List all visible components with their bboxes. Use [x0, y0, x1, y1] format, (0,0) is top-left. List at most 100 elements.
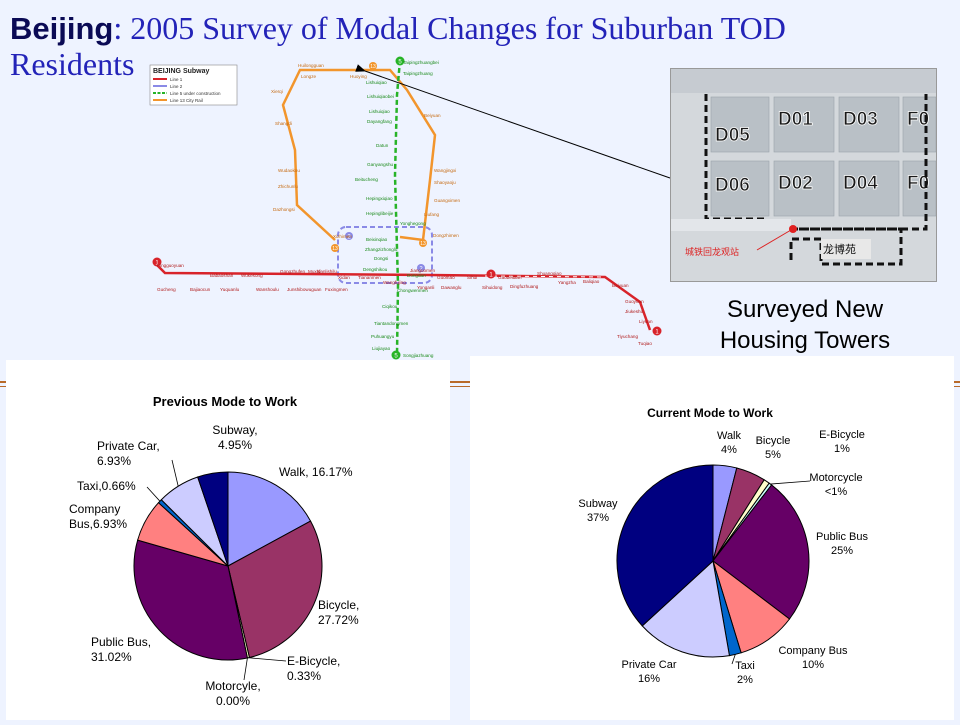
slice-label-walk: Walk, 16.17%: [279, 465, 353, 479]
leader-line: [171, 459, 179, 487]
station-label: Datun: [376, 143, 389, 148]
station-labels: Huilongguan Longze Huoying Xierqi Shangdi Wud…: [157, 60, 653, 358]
slide-title: Beijing: 2005 Survey of Modal Changes fo…: [10, 8, 950, 82]
station-label: Wanshoulu: [256, 287, 279, 292]
line5-path: [393, 59, 402, 356]
station-label: Jiukeshu: [625, 309, 644, 314]
station-label: Liyuan: [639, 319, 653, 324]
station-label: Sihui: [467, 275, 477, 280]
slice-label-motorcycle: Motorcycle <1%: [809, 472, 862, 498]
slice-label-bicycle: Bicycle 5%: [756, 435, 791, 461]
station-label: Ciqikou: [382, 304, 398, 309]
station-label: Guoyuan: [625, 299, 644, 304]
station-label: Nanlishilu: [317, 269, 337, 274]
station-label: Lishuiqiao: [366, 80, 387, 85]
line-badge: 1: [155, 261, 159, 267]
station-label: Beixinqiao: [366, 237, 388, 242]
previous-mode-chart-panel: Previous Mode to Work Walk, 16.17% Bicycl…: [6, 360, 450, 720]
station-label: Tuqiao: [638, 341, 652, 346]
slice-label-walk: Walk 4%: [717, 430, 742, 456]
station-label: Puhuangyu: [371, 334, 395, 339]
line-badge: 5: [394, 354, 398, 360]
leader-line: [146, 486, 161, 502]
station-label: Hepinglibeijie: [366, 211, 394, 216]
slice-label-taxi: Taxi 2%: [735, 660, 755, 686]
station-label: Beitucheng: [355, 177, 378, 182]
station-label: Guangximen: [434, 198, 460, 203]
slice-label-e-bicycle: E-Bicycle, 0.33%: [287, 654, 340, 683]
station-label: Dayangfang: [367, 119, 392, 124]
station-label: Junshibowuguan: [287, 287, 322, 292]
station-label: Liujiayao: [372, 346, 391, 351]
station-label: Yonghegong: [400, 221, 426, 226]
station-label: Zhichunlu: [278, 184, 298, 189]
station-label: Huoying: [350, 74, 367, 79]
station-label: Wudaokou: [278, 168, 300, 173]
station-label: Wangjingxi: [434, 168, 456, 173]
station-label: Gucheng: [157, 287, 176, 292]
station-label: Tiananmen: [358, 275, 381, 280]
line-badge: 1: [489, 273, 493, 279]
station-label: Yonganli: [417, 285, 434, 290]
station-label: Jianguomen: [410, 268, 435, 273]
station-label: Yangzha: [558, 280, 576, 285]
block-label: D03: [843, 109, 878, 130]
previous-mode-pie-chart: Previous Mode to Work Walk, 16.17% Bicycl…: [69, 394, 359, 708]
station-label: Lishuiqiaobei: [367, 94, 394, 99]
station-label: Songjiazhuang: [403, 353, 434, 358]
map-legend-title: BEIJING Subway: [153, 68, 210, 75]
pie-slice-walk: [227, 471, 312, 567]
pointer-arrow: [355, 64, 671, 179]
map-legend-item: Line 2: [170, 84, 183, 89]
station-label: Beiyuan: [612, 283, 629, 288]
slice-label-bicycle: Bicycle, 27.72%: [318, 598, 359, 627]
station-label: Bajiaocun: [190, 287, 211, 292]
station-label: Chongwenmen: [397, 288, 428, 293]
line13-path: [281, 68, 437, 242]
line-badge: 13: [332, 246, 338, 252]
housing-towers-photo: D05 D01 D03 F0 D06 D02 D04 F0 城铁回龙观站 龙博苑: [670, 68, 937, 282]
station-label: Liufang: [424, 212, 440, 217]
station-label: Hepingxiqiao: [366, 196, 393, 201]
station-label: Longze: [301, 74, 317, 79]
station-label: Gongzhufen: [280, 269, 305, 274]
surveyed-line1: Surveyed New: [726, 296, 884, 323]
line-badge: 2: [347, 235, 351, 241]
map-legend-item: Line 13 City Rail: [170, 98, 203, 103]
station-label: Baliqiao: [583, 279, 600, 284]
leader-line: [731, 654, 736, 665]
line-number-markers: 1 1 1 2 2 5 5 13 13 13: [152, 56, 662, 360]
pie-slice-private-car: [641, 560, 730, 658]
current-mode-pie-chart: Current Mode to Work Walk 4% Bicycle 5% E-Bi…: [578, 406, 868, 686]
chart-title: Previous Mode to Work: [153, 394, 298, 409]
station-label: Dongsi: [374, 256, 388, 261]
station-label: Tiantandongmen: [374, 321, 409, 326]
station-label: Wukesong: [241, 273, 263, 278]
leader-line: [243, 657, 248, 681]
station-label: Beiyuan: [424, 113, 441, 118]
surveyed-line2: Housing Towers: [719, 327, 891, 354]
chart-title: Current Mode to Work: [647, 406, 773, 420]
title-line2: Residents: [10, 46, 135, 82]
line-badge: 13: [420, 241, 426, 247]
block-label: D06: [715, 175, 750, 196]
block-label: F0: [907, 109, 929, 130]
station-label: Shangdi: [275, 121, 292, 126]
pie-slice-subway: [616, 464, 714, 627]
station-label: Wangfujing: [383, 280, 406, 285]
station-label: Zhangzizhonglu: [365, 247, 398, 252]
station-label: Taipingzhuang: [403, 71, 433, 76]
slice-label-e-bicycle: E-Bicycle 1%: [819, 429, 865, 455]
line-badge: 1: [655, 330, 659, 336]
block-label: D01: [778, 109, 813, 130]
line-badge: 13: [370, 64, 376, 70]
surveyed-caption: Surveyed New Housing Towers: [680, 294, 930, 356]
station-label: Lishuiqiao: [369, 109, 390, 114]
pie-slice-public-bus: [712, 484, 810, 620]
station-label: Dingfuzhuang: [510, 284, 539, 289]
pie-slice-bicycle: [227, 520, 323, 659]
block-label: D02: [778, 173, 813, 194]
complex-caption: 龙博苑: [823, 243, 856, 256]
station-label: Dongdan: [407, 273, 426, 278]
leader-line: [770, 480, 811, 485]
